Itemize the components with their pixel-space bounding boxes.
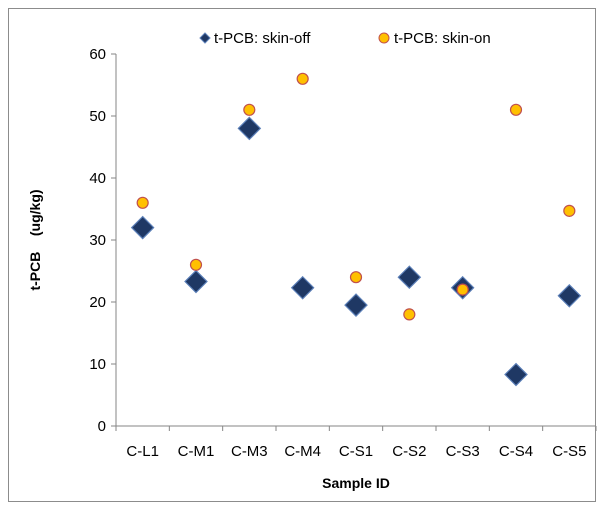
data-point-skin-on (456, 283, 469, 296)
data-point-skin-on (403, 308, 416, 321)
series-skin-off (130, 116, 582, 387)
x-tick-label: C-M3 (231, 443, 268, 460)
data-point-skin-on (296, 72, 309, 85)
y-tick-label: 30 (89, 232, 106, 249)
data-point-skin-on (136, 196, 149, 209)
legend-marker-skin-off (199, 32, 211, 44)
data-point-skin-off (557, 283, 582, 308)
legend-marker-skin-on (378, 32, 390, 44)
data-point-skin-on (509, 103, 523, 116)
data-point-skin-off (130, 215, 155, 240)
y-tick-label: 0 (98, 418, 106, 435)
y-tick-label: 40 (89, 170, 106, 187)
legend-item-skin-on: t-PCB: skin-on (378, 30, 491, 47)
series-skin-on (136, 72, 576, 321)
legend-label-skin-off: t-PCB: skin-off (214, 30, 311, 47)
y-tick-label: 20 (89, 294, 106, 311)
legend: t-PCB: skin-off t-PCB: skin-on (199, 30, 491, 47)
x-tick-label: C-M4 (284, 443, 321, 460)
x-tick-label: C-S3 (446, 443, 480, 460)
x-tick-label: C-S4 (499, 443, 533, 460)
y-tick-label: 50 (89, 108, 106, 125)
legend-label-skin-on: t-PCB: skin-on (394, 30, 491, 47)
data-point-skin-off (397, 265, 422, 290)
data-point-skin-on (563, 204, 576, 217)
x-tick-label: C-M1 (178, 443, 215, 460)
y-axis-ticks: 0 10 20 30 40 50 60 (89, 46, 116, 435)
y-axis-title: t-PCB (ug/kg) (27, 189, 43, 290)
x-axis-ticks: C-L1 C-M1 C-M3 C-M4 C-S1 C-S2 C-S3 C-S4 C-S5 (115, 426, 597, 460)
y-tick-label: 10 (89, 356, 106, 373)
data-point-skin-off (237, 116, 262, 141)
x-tick-label: C-S2 (392, 443, 426, 460)
legend-item-skin-off: t-PCB: skin-off (199, 30, 311, 47)
y-tick-label: 60 (89, 46, 106, 63)
x-tick-label: C-S5 (552, 443, 586, 460)
data-point-skin-on (349, 271, 363, 284)
data-point-skin-on (243, 103, 256, 116)
x-tick-label: C-L1 (126, 443, 159, 460)
x-axis-title: Sample ID (322, 475, 390, 491)
x-tick-label: C-S1 (339, 443, 373, 460)
data-point-skin-off (290, 275, 315, 300)
data-point-skin-off (344, 293, 368, 317)
data-point-skin-off (504, 362, 528, 387)
chart-frame (8, 8, 596, 502)
data-point-skin-on (189, 258, 203, 271)
data-point-skin-off (184, 269, 208, 294)
